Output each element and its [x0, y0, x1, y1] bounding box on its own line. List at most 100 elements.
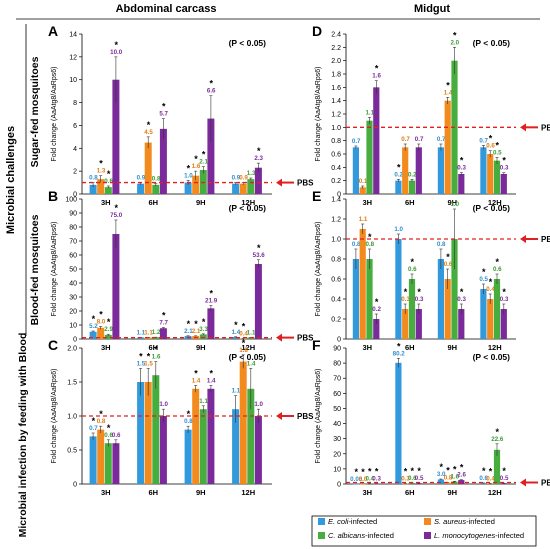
significance-star: *: [354, 467, 358, 477]
x-tick-label: 12H: [241, 343, 255, 352]
x-tick-label: 9H: [196, 343, 206, 352]
data-label: 0.7: [415, 136, 424, 143]
data-label: 1.0: [394, 226, 403, 233]
bar-b-12h-s3: [254, 263, 262, 339]
data-label: 0.7: [89, 425, 98, 432]
significance-star: *: [446, 252, 450, 262]
x-tick-label: 6H: [148, 343, 158, 352]
bar-f-3h-s3: [373, 483, 380, 485]
significance-star: *: [194, 154, 198, 164]
legend-entry: S. aureus-infected: [434, 517, 495, 526]
bar-e-3h-s1: [359, 229, 366, 339]
significance-star: *: [496, 140, 500, 150]
significance-star: *: [375, 297, 379, 307]
bar-a-3h-s1: [97, 179, 105, 194]
data-label: 0.3: [401, 475, 410, 482]
data-label: 1.1: [144, 329, 153, 336]
data-label: 0.8: [437, 241, 446, 248]
y-tick-label: 0: [73, 192, 77, 199]
legend: E. coli-infected S. aureus-infected C. alb…: [311, 515, 537, 547]
data-label: 0.3: [415, 296, 424, 303]
bar-e-12h-s3: [500, 309, 507, 339]
data-label: 5.2: [89, 323, 98, 330]
bar-c-6h-s2: [152, 375, 160, 484]
y-tick-label: 2.0: [67, 346, 77, 353]
significance-star: *: [99, 309, 103, 319]
bar-e-3h-s2: [366, 259, 373, 339]
data-label: 0.8: [184, 418, 193, 425]
bar-c-3h-s1: [97, 429, 105, 484]
data-label: 0.7: [401, 136, 410, 143]
bar-e-6h-s3: [415, 309, 422, 339]
data-label: 4.5: [144, 129, 153, 136]
y-tick-label: 90: [69, 211, 77, 218]
legend-swatch: [424, 532, 431, 539]
y-axis-label: Fold change (AaAtg8/AaRps6): [315, 222, 322, 317]
data-label: 1.0: [184, 172, 193, 179]
data-label: 2.1: [199, 159, 208, 166]
data-label: 8.0: [97, 318, 106, 325]
significance-star: *: [194, 319, 198, 329]
data-label: 0.6: [479, 475, 488, 482]
y-tick-label: 2.4: [331, 32, 341, 39]
bar-f-3h-s0: [352, 483, 359, 485]
significance-star: *: [368, 232, 372, 242]
y-tick-label: 2: [73, 169, 77, 176]
panel-letter: D: [312, 23, 322, 39]
data-label: 0.9: [232, 175, 241, 182]
bar-f-12h-s3: [500, 483, 507, 484]
bar-e-12h-s1: [487, 299, 494, 339]
y-tick-label: 1.8: [331, 72, 341, 79]
y-tick-label: 1.2: [331, 112, 341, 119]
chart-panel-f: F Fold change (AaAtg8/AaRps6) 0 10 20 30 40 50 6…: [312, 337, 550, 497]
data-label: 0.8: [97, 418, 106, 425]
bar-b-3h-s2: [104, 334, 112, 339]
data-label: 0.03: [350, 476, 363, 483]
bar-c-9h-s3: [207, 388, 215, 484]
data-label: 1.1: [137, 329, 146, 336]
x-tick-label: 12H: [488, 198, 502, 207]
data-label: 0.6: [112, 432, 121, 439]
legend-swatch: [318, 518, 325, 525]
bar-e-3h-s0: [352, 259, 359, 339]
y-tick-label: 1.6: [331, 85, 341, 92]
bar-f-6h-s2: [408, 483, 416, 484]
significance-star: *: [162, 311, 166, 321]
data-label: 1.6: [372, 73, 381, 80]
significance-star: *: [453, 30, 457, 40]
y-tick-label: 20: [69, 309, 77, 316]
significance-star: *: [202, 317, 206, 327]
significance-star: *: [107, 169, 111, 179]
significance-star: *: [502, 287, 506, 297]
bar-f-6h-s3: [415, 483, 422, 484]
data-label: 1.8: [239, 347, 248, 354]
y-axis-label: Fold change (AaAtg8/AaRps6): [51, 222, 58, 317]
data-label: 0.3: [372, 475, 381, 482]
bar-a-6h-s3: [159, 128, 167, 194]
x-tick-label: 3H: [101, 343, 111, 352]
significance-star: *: [489, 134, 493, 144]
column-header-midgut: Midgut: [414, 3, 450, 15]
x-tick-label: 3H: [362, 488, 372, 497]
bar-e-3h-s3: [373, 319, 380, 339]
bar-c-9h-s1: [192, 388, 200, 484]
bar-d-3h-s0: [352, 147, 359, 194]
significance-star: *: [107, 423, 111, 433]
significance-star: *: [417, 287, 421, 297]
bar-f-12h-s1: [487, 483, 494, 484]
significance-star: *: [242, 321, 246, 331]
x-tick-label: 3H: [101, 198, 111, 207]
y-axis-label: Fold change (AaAtg8/AaRps6): [315, 67, 322, 162]
pbs-label: PBS: [297, 179, 314, 188]
bar-e-9h-s2: [451, 239, 458, 339]
data-label: 0.8: [152, 176, 161, 183]
data-label: 0.5: [500, 475, 509, 482]
data-label: 0.6: [444, 261, 453, 268]
bar-e-9h-s3: [458, 309, 465, 339]
bar-f-12h-s0: [480, 483, 487, 484]
significance-star: *: [194, 368, 198, 378]
bar-b-3h-s0: [89, 331, 97, 339]
pbs-label: PBS: [297, 334, 314, 343]
data-label: 0.6: [486, 143, 495, 150]
